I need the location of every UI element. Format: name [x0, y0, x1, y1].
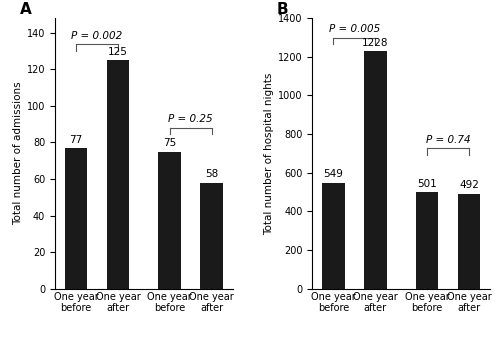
Text: 501: 501 — [417, 179, 437, 189]
Text: 549: 549 — [324, 169, 344, 179]
Text: 75: 75 — [163, 138, 176, 148]
Bar — [158, 152, 181, 289]
Bar — [106, 60, 129, 289]
Bar — [64, 148, 88, 289]
Bar — [458, 193, 480, 289]
Bar — [200, 183, 223, 289]
Text: 492: 492 — [459, 180, 479, 190]
Text: 77: 77 — [70, 135, 82, 145]
Text: 58: 58 — [205, 169, 218, 179]
Text: A: A — [20, 2, 31, 17]
Y-axis label: Total number of hospital nights: Total number of hospital nights — [264, 72, 274, 235]
Text: P = 0.005: P = 0.005 — [329, 24, 380, 34]
Bar — [322, 183, 344, 289]
Text: P = 0.74: P = 0.74 — [426, 135, 470, 145]
Text: P = 0.25: P = 0.25 — [168, 114, 213, 125]
Text: 125: 125 — [108, 47, 128, 57]
Text: P = 0.002: P = 0.002 — [72, 31, 122, 40]
Text: 1228: 1228 — [362, 38, 388, 48]
Bar — [416, 192, 438, 289]
Bar — [364, 51, 386, 289]
Text: B: B — [277, 2, 288, 17]
Y-axis label: Total number of admissions: Total number of admissions — [12, 82, 22, 225]
